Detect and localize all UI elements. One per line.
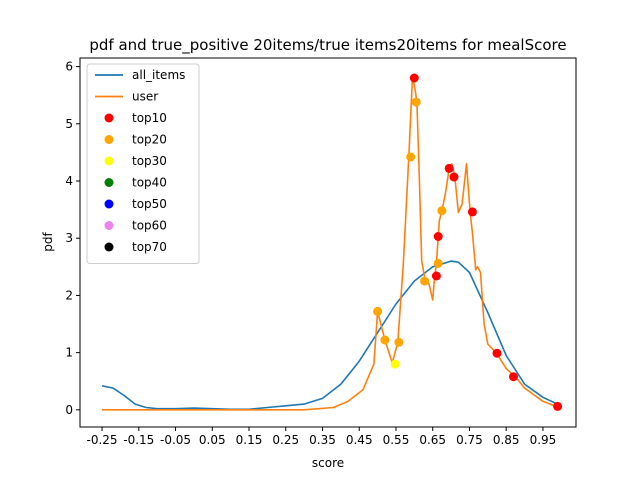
x-tick-label: 0.15 [236, 433, 263, 447]
point-top10-0 [409, 73, 419, 83]
y-tick-label: 0 [65, 403, 73, 417]
point-top20-7 [437, 206, 447, 216]
y-axis-label: pdf [41, 232, 55, 252]
point-top10-5 [467, 207, 477, 217]
point-top20-2 [394, 337, 404, 347]
legend-swatch-top60 [104, 221, 114, 230]
y-tick-label: 2 [65, 288, 73, 302]
x-tick-label: -0.25 [87, 433, 118, 447]
x-tick-label: 0.75 [456, 433, 483, 447]
x-tick-label: 0.05 [199, 433, 226, 447]
x-tick-label: 0.25 [272, 433, 299, 447]
legend-label-all_items: all_items [132, 68, 185, 82]
point-top20-6 [433, 258, 443, 268]
y-tick-label: 5 [65, 117, 73, 131]
plot-area [101, 73, 563, 411]
legend-label-user: user [132, 90, 158, 104]
point-top10-4 [433, 232, 443, 241]
x-tick-label: 0.65 [419, 433, 446, 447]
series-line-user [102, 76, 558, 411]
legend-label-top10: top10 [132, 111, 167, 125]
legend-swatch-top40 [104, 178, 114, 187]
x-tick-label: 0.45 [346, 433, 373, 447]
legend-swatch-top50 [104, 199, 114, 209]
legend-swatch-top10 [104, 113, 114, 123]
x-axis-label: score [312, 456, 344, 470]
point-top10-7 [509, 372, 518, 382]
plot-frame [79, 57, 577, 428]
x-tick-label: -0.05 [160, 433, 191, 447]
point-top20-5 [420, 276, 430, 286]
y-tick-label: 4 [65, 174, 73, 188]
legend-label-top50: top50 [132, 197, 167, 211]
point-top10-8 [553, 401, 563, 411]
point-top20-1 [380, 335, 390, 345]
point-top10-1 [444, 163, 454, 173]
series-line-all_items [101, 260, 558, 411]
axes-ticks: -0.25 -0.15 -0.05 0.05 0.15 0.25 0.35 0.45 0.55 0… [65, 60, 556, 447]
legend-label-top40: top40 [132, 176, 167, 190]
point-top20-4 [411, 97, 421, 107]
point-top20-3 [406, 152, 416, 162]
legend-label-top60: top60 [132, 219, 167, 233]
x-tick-label: 0.85 [493, 433, 520, 447]
point-top10-3 [431, 271, 441, 281]
point-top20-0 [373, 306, 383, 316]
legend-label-top30: top30 [132, 154, 167, 168]
y-tick-label: 1 [65, 346, 73, 360]
legend-swatch-top20 [104, 135, 114, 144]
y-tick-label: 6 [65, 60, 73, 74]
chart-title: pdf and true_positive 20items/true items… [89, 36, 566, 55]
legend-swatch-top70 [104, 242, 114, 252]
x-tick-label: 0.35 [309, 433, 336, 447]
legend-box [86, 63, 200, 264]
legend-label-top20: top20 [132, 133, 167, 147]
y-tick-label: 3 [65, 231, 73, 245]
point-top10-2 [449, 172, 459, 182]
x-tick-label: 0.95 [530, 433, 557, 447]
point-top10-6 [492, 348, 502, 358]
x-tick-label: -0.15 [123, 433, 154, 447]
point-top30-0 [390, 359, 400, 369]
x-tick-label: 0.55 [383, 433, 410, 447]
legend-swatch-top30 [104, 156, 114, 166]
legend-label-top70: top70 [132, 240, 167, 254]
